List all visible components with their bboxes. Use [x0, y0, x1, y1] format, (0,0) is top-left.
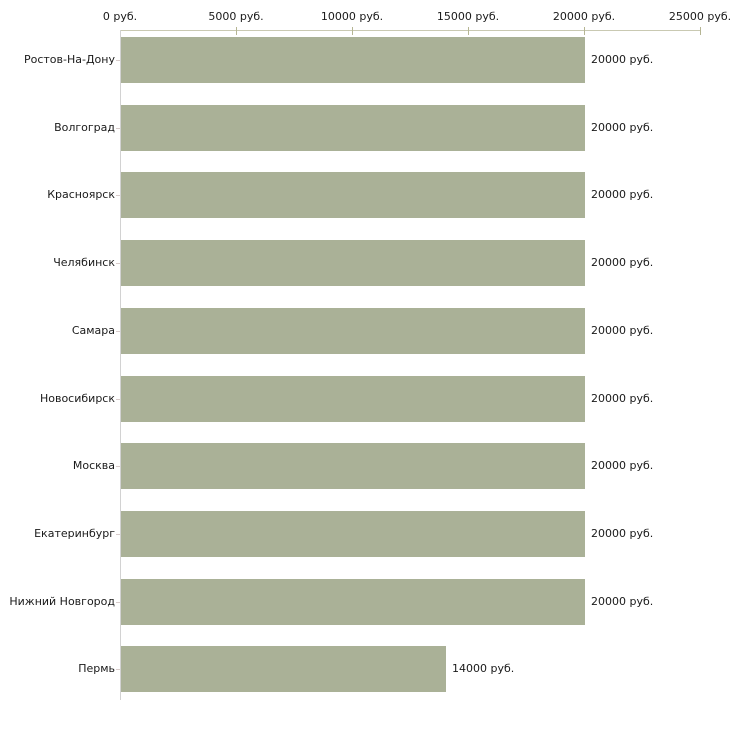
category-tick-mark: [116, 331, 120, 332]
bar: [121, 172, 585, 218]
x-tick-label: 5000 руб.: [208, 10, 264, 23]
category-tick-mark: [116, 263, 120, 264]
bar: [121, 376, 585, 422]
category-tick-mark: [116, 195, 120, 196]
bar: [121, 579, 585, 625]
category-label: Красноярск: [47, 188, 115, 201]
x-tick-mark: [236, 27, 237, 35]
x-tick-label: 10000 руб.: [320, 10, 384, 23]
category-tick-mark: [116, 669, 120, 670]
bar: [121, 443, 585, 489]
bar: [121, 37, 585, 83]
bar: [121, 308, 585, 354]
category-tick-mark: [116, 128, 120, 129]
x-tick-mark: [700, 27, 701, 35]
category-tick-mark: [116, 399, 120, 400]
category-tick-mark: [116, 60, 120, 61]
value-label: 20000 руб.: [591, 527, 654, 540]
x-tick-label: 0 руб.: [102, 10, 138, 23]
category-label: Москва: [72, 459, 115, 472]
category-label: Новосибирск: [39, 392, 115, 405]
category-label: Волгоград: [54, 121, 115, 134]
value-label: 20000 руб.: [591, 459, 654, 472]
x-tick-label: 15000 руб.: [436, 10, 500, 23]
x-tick-label: 25000 руб.: [668, 10, 730, 23]
category-label: Пермь: [78, 662, 115, 675]
value-label: 14000 руб.: [452, 662, 515, 675]
value-label: 20000 руб.: [591, 392, 654, 405]
x-tick-label: 20000 руб.: [552, 10, 616, 23]
value-label: 20000 руб.: [591, 53, 654, 66]
value-label: 20000 руб.: [591, 121, 654, 134]
category-label: Самара: [71, 324, 115, 337]
category-tick-mark: [116, 466, 120, 467]
category-label: Екатеринбург: [34, 527, 115, 540]
x-tick-mark: [584, 27, 585, 35]
x-axis-line: [120, 30, 701, 31]
category-label: Ростов-На-Дону: [23, 53, 115, 66]
y-axis-line: [120, 30, 121, 700]
category-tick-mark: [116, 602, 120, 603]
category-label: Нижний Новгород: [9, 595, 115, 608]
value-label: 20000 руб.: [591, 256, 654, 269]
category-tick-mark: [116, 534, 120, 535]
bar: [121, 240, 585, 286]
value-label: 20000 руб.: [591, 324, 654, 337]
bar: [121, 511, 585, 557]
x-tick-mark: [352, 27, 353, 35]
bar: [121, 646, 446, 692]
bar: [121, 105, 585, 151]
value-label: 20000 руб.: [591, 595, 654, 608]
category-label: Челябинск: [53, 256, 115, 269]
x-tick-mark: [468, 27, 469, 35]
value-label: 20000 руб.: [591, 188, 654, 201]
